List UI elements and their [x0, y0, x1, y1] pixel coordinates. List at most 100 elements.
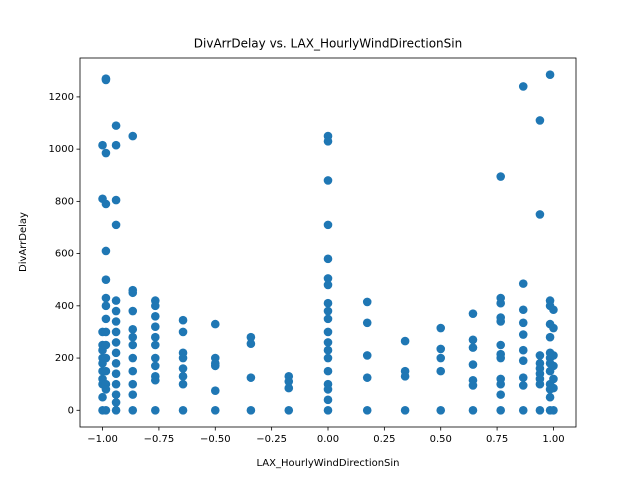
- point: [468, 343, 478, 352]
- x-tick-label: −0.25: [256, 434, 287, 445]
- y-tick-label: 1200: [49, 92, 74, 103]
- point: [323, 338, 333, 347]
- point: [210, 405, 220, 415]
- point: [178, 379, 188, 389]
- point: [111, 140, 121, 150]
- point: [128, 306, 138, 316]
- point: [518, 330, 528, 339]
- point: [178, 315, 188, 325]
- point: [151, 405, 160, 415]
- point: [151, 322, 160, 332]
- point: [362, 297, 372, 307]
- point: [549, 383, 558, 393]
- point: [496, 340, 505, 350]
- point: [246, 339, 256, 348]
- point: [151, 332, 160, 342]
- y-tick-label: 800: [55, 196, 74, 207]
- point: [323, 298, 333, 308]
- point: [151, 311, 160, 321]
- point: [400, 405, 410, 415]
- point: [323, 345, 333, 355]
- point: [128, 288, 138, 298]
- point: [284, 377, 294, 386]
- point: [128, 332, 138, 342]
- point: [518, 305, 528, 315]
- point: [128, 405, 138, 415]
- x-tick-label: −0.50: [200, 434, 231, 445]
- point: [111, 398, 121, 407]
- point: [210, 386, 220, 396]
- y-tick-label: 400: [55, 301, 74, 312]
- point: [436, 405, 446, 415]
- point: [101, 385, 111, 394]
- point: [151, 301, 160, 311]
- point: [323, 280, 333, 290]
- point: [535, 405, 545, 415]
- point: [496, 405, 505, 415]
- point: [210, 361, 220, 371]
- point: [111, 220, 121, 230]
- point: [496, 379, 505, 389]
- y-tick-label: 1000: [49, 144, 74, 155]
- point: [535, 210, 545, 219]
- point: [496, 298, 505, 308]
- point: [323, 254, 333, 264]
- point: [545, 332, 555, 342]
- point: [518, 345, 528, 355]
- point: [549, 323, 558, 333]
- point: [549, 374, 558, 384]
- point: [436, 366, 446, 376]
- point: [128, 325, 138, 334]
- point: [98, 140, 107, 150]
- point: [323, 353, 333, 363]
- point: [128, 366, 138, 376]
- point: [549, 305, 558, 315]
- point: [400, 336, 410, 346]
- y-tick-label: 0: [68, 405, 74, 416]
- point: [178, 353, 188, 363]
- point: [246, 405, 256, 415]
- point: [284, 383, 294, 393]
- point: [210, 319, 220, 329]
- point: [111, 195, 121, 205]
- point: [496, 172, 505, 181]
- x-tick-label: 0.50: [430, 434, 452, 445]
- point: [518, 356, 528, 365]
- point: [111, 306, 121, 316]
- point: [284, 405, 294, 415]
- point: [128, 131, 138, 141]
- point: [101, 340, 111, 350]
- point: [323, 220, 333, 230]
- point: [400, 372, 410, 381]
- point: [151, 353, 160, 363]
- point: [111, 369, 121, 379]
- point: [496, 317, 505, 326]
- x-tick-label: 0.25: [373, 434, 395, 445]
- point: [323, 385, 333, 394]
- point: [111, 121, 121, 130]
- point: [151, 340, 160, 350]
- point: [518, 279, 528, 288]
- point: [111, 338, 121, 347]
- point: [362, 318, 372, 328]
- point: [468, 335, 478, 345]
- point: [362, 373, 372, 382]
- point: [246, 373, 256, 382]
- point: [549, 361, 558, 371]
- point: [101, 148, 111, 158]
- point: [362, 405, 372, 415]
- point: [178, 372, 188, 381]
- point: [468, 309, 478, 318]
- point: [518, 82, 528, 91]
- point: [323, 327, 333, 337]
- point: [178, 364, 188, 373]
- point: [101, 314, 111, 324]
- point: [323, 176, 333, 185]
- x-tick-label: 0.00: [317, 434, 339, 445]
- point: [101, 75, 111, 85]
- point: [496, 390, 505, 399]
- point: [101, 199, 111, 209]
- point: [545, 70, 555, 80]
